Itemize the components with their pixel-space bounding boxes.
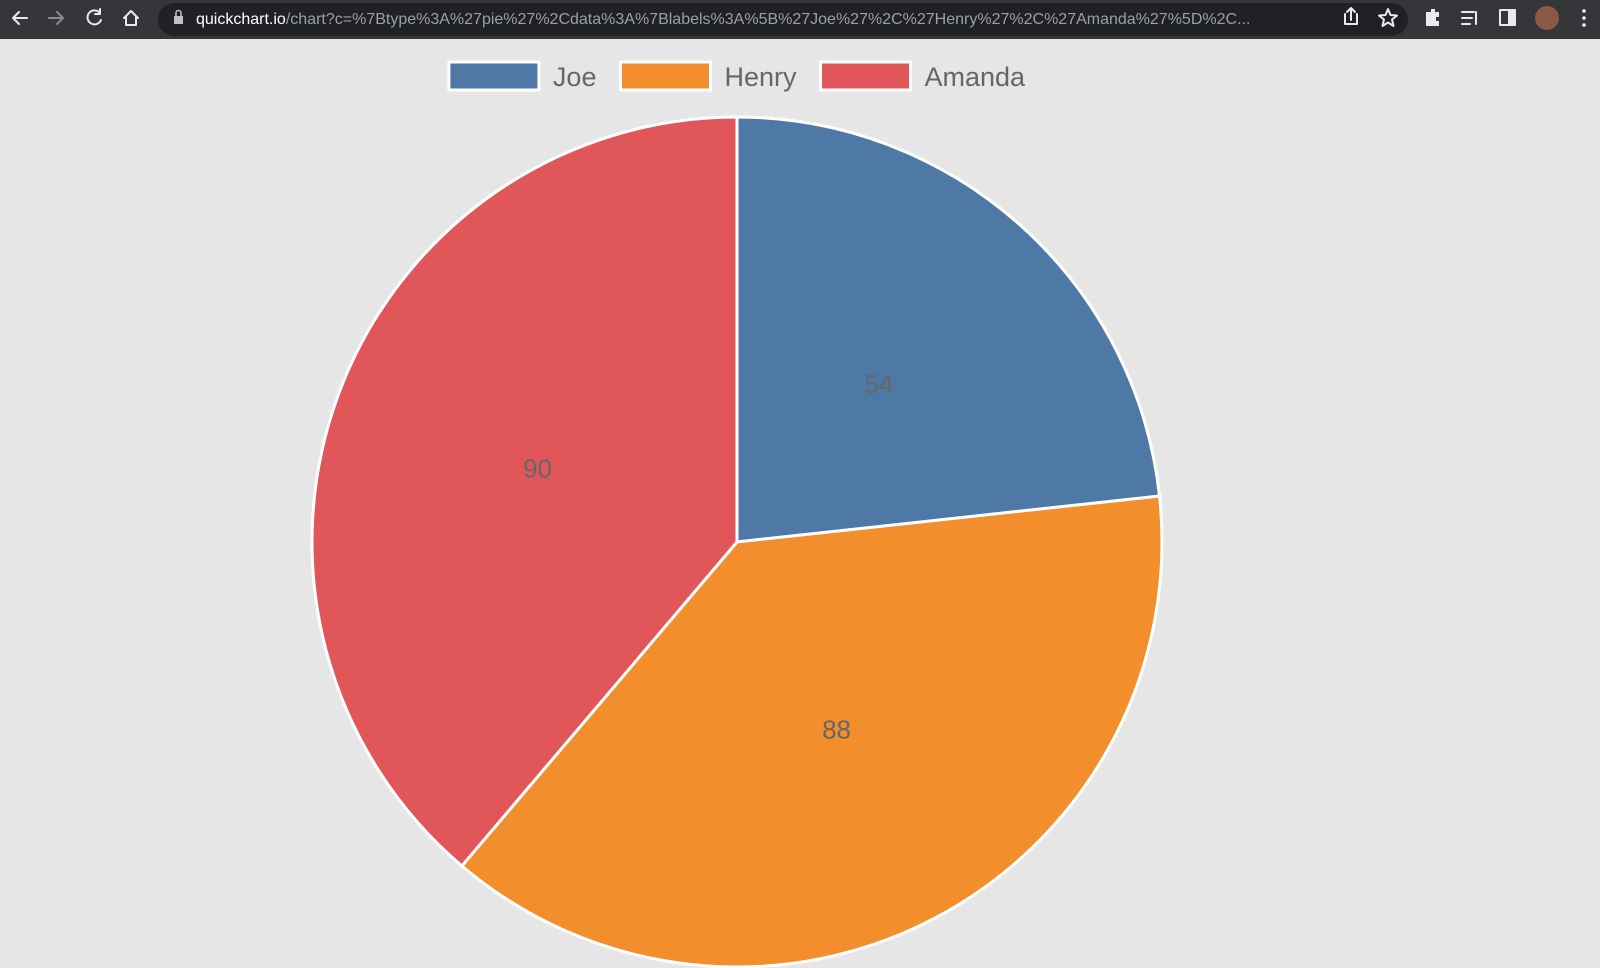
bookmark-button[interactable]	[1378, 8, 1398, 27]
pie-slice	[459, 494, 1164, 968]
legend-swatch	[447, 60, 541, 92]
data-label: 88	[822, 715, 851, 745]
url: quickchart.io/chart?c=%7Btype%3A%27pie%2…	[196, 11, 1250, 28]
legend-label: Henry	[724, 62, 797, 92]
url-host: quickchart.io	[196, 11, 286, 28]
profile-avatar[interactable]	[1535, 6, 1559, 30]
lock-icon	[174, 9, 183, 24]
chart: 54 88 90 Joe Henry Amanda	[310, 60, 1164, 968]
pie-slice	[735, 115, 1162, 544]
data-label: 90	[523, 454, 552, 484]
legend-swatch	[618, 60, 712, 92]
legend-label: Joe	[553, 62, 597, 92]
reading-list-button[interactable]	[1461, 11, 1477, 25]
legend-swatch	[819, 60, 912, 92]
url-path: /chart?c=%7Btype%3A%27pie%27%2Cdata%3A%7…	[286, 11, 1251, 28]
pie-slice	[310, 115, 739, 869]
home-button[interactable]	[123, 10, 139, 26]
legend: Joe Henry Amanda	[447, 60, 1027, 92]
data-label: 54	[864, 369, 893, 399]
side-panel-button[interactable]	[1499, 9, 1516, 26]
back-button[interactable]	[12, 11, 28, 25]
browser-toolbar: quickchart.io/chart?c=%7Btype%3A%27pie%2…	[0, 0, 1600, 39]
menu-button[interactable]	[1582, 9, 1586, 27]
share-button[interactable]	[1344, 7, 1358, 25]
reload-button[interactable]	[86, 8, 102, 26]
legend-label: Amanda	[925, 62, 1027, 92]
forward-button[interactable]	[48, 11, 64, 25]
address-bar[interactable]	[158, 3, 1408, 36]
extensions-button[interactable]	[1426, 9, 1439, 26]
